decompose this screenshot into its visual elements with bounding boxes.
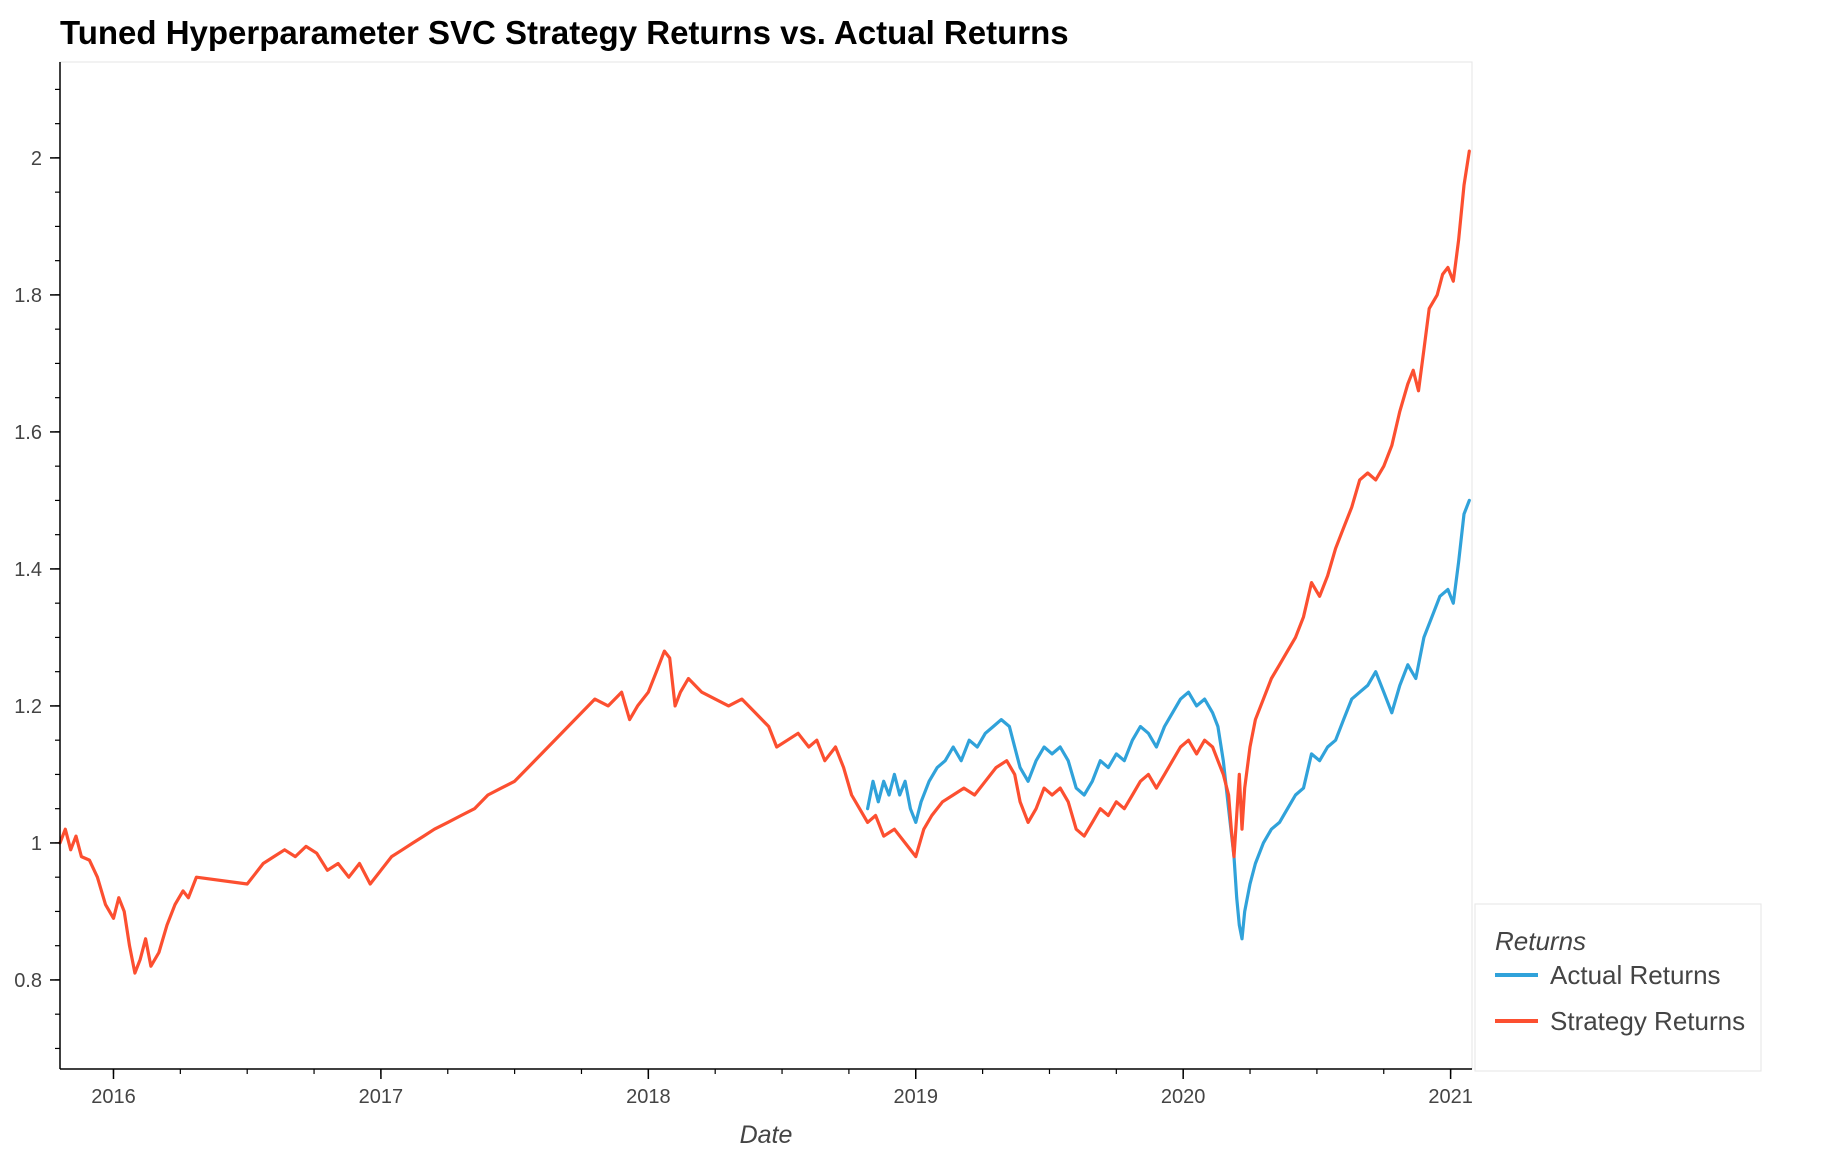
x-tick-label: 2017: [359, 1086, 404, 1108]
x-tick-label: 2020: [1161, 1086, 1206, 1108]
x-axis-ticks: 2016 2017 2018 2019 2020 2021: [91, 1069, 1473, 1108]
legend-label: Strategy Returns: [1550, 1006, 1745, 1036]
legend-title: Returns: [1495, 926, 1586, 956]
x-axis-label: Date: [740, 1121, 793, 1149]
legend: Returns Actual Returns Strategy Returns: [1474, 903, 1762, 1072]
y-tick-label: 1.2: [14, 696, 42, 718]
x-tick-label: 2019: [894, 1086, 939, 1108]
y-tick-label: 1.6: [14, 422, 42, 444]
y-tick-label: 0.8: [14, 970, 42, 992]
x-tick-label: 2016: [91, 1086, 136, 1108]
y-tick-label: 1.4: [14, 559, 42, 581]
series-layer: [58, 149, 1471, 975]
y-tick-label: 1: [31, 833, 42, 855]
y-axis-ticks: 0.8 1 1.2 1.4 1.6 1.8 2: [14, 88, 60, 1050]
y-tick-label: 1.8: [14, 285, 42, 307]
x-tick-label: 2018: [626, 1086, 671, 1108]
plot-area: [59, 61, 1473, 1070]
series-line-actual-returns: [866, 498, 1471, 941]
legend-box: [1474, 903, 1762, 1072]
y-tick-label: 2: [31, 148, 42, 170]
series-line-strategy-returns: [58, 149, 1471, 975]
x-tick-label: 2021: [1428, 1086, 1473, 1108]
legend-label: Actual Returns: [1550, 960, 1721, 990]
chart-title: Tuned Hyperparameter SVC Strategy Return…: [60, 14, 1069, 51]
legend-items: Actual Returns Strategy Returns: [1495, 960, 1745, 1036]
